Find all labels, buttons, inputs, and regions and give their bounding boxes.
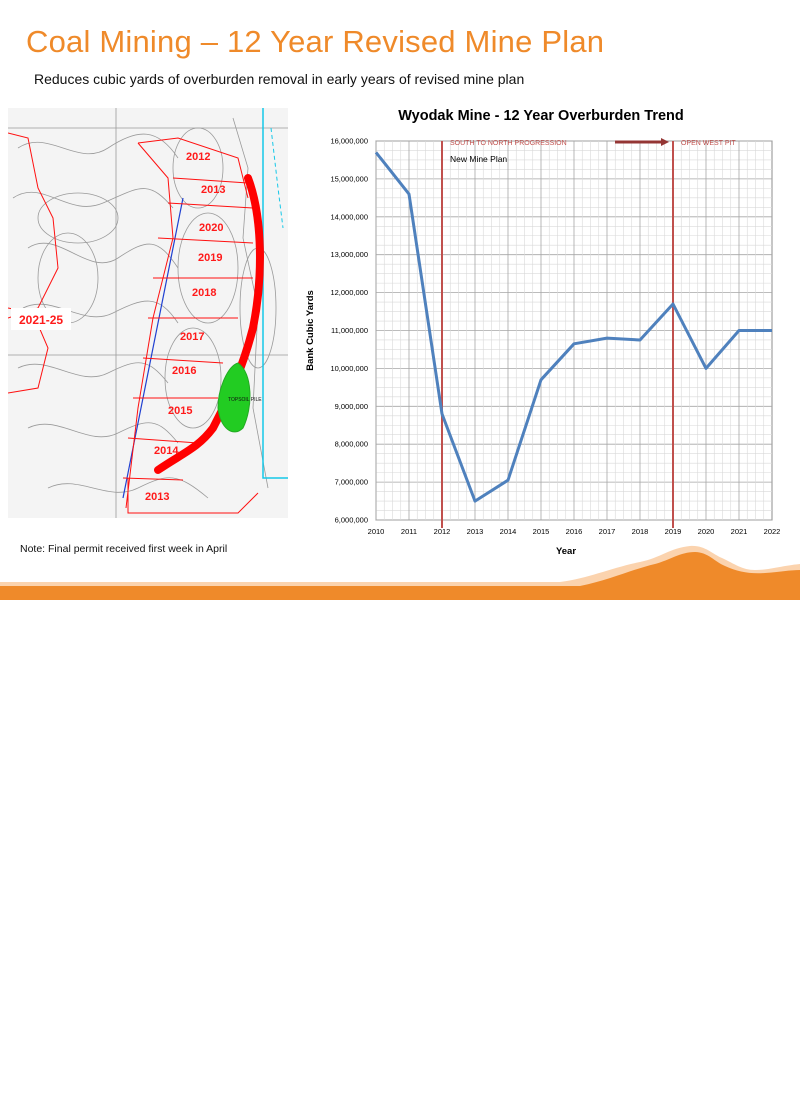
y-tick-label: 6,000,000 xyxy=(335,516,368,525)
y-axis-ticks: 6,000,000 7,000,000 8,000,000 9,000,000 10,0… xyxy=(330,137,368,525)
x-tick-label: 2019 xyxy=(665,527,682,536)
topsoil-pile-area xyxy=(217,362,251,433)
overburden-series-line xyxy=(374,151,772,503)
mine-map: 2012 2013 2020 2019 2018 2017 2016 2015 … xyxy=(8,108,288,518)
progression-annotation: SOUTH TO NORTH PROGRESSION xyxy=(450,140,567,147)
chart-grid xyxy=(375,140,773,521)
x-tick-label: 2021 xyxy=(731,527,748,536)
area-label-box xyxy=(11,308,71,330)
x-tick-label: 2022 xyxy=(764,527,781,536)
chart-svg: Wyodak Mine - 12 Year Overburden Trend 6… xyxy=(305,108,781,557)
chart-title: Wyodak Mine - 12 Year Overburden Trend xyxy=(398,108,684,124)
y-tick-label: 9,000,000 xyxy=(335,402,368,411)
map-contours xyxy=(8,108,288,518)
x-tick-label: 2014 xyxy=(500,527,517,536)
x-tick-label: 2016 xyxy=(566,527,583,536)
y-tick-label: 12,000,000 xyxy=(330,288,368,297)
area-label: 2012 xyxy=(186,151,210,163)
x-axis-ticks: 2010 2011 2012 2013 2014 2015 2016 2017 2018 2019… xyxy=(368,527,781,536)
x-tick-label: 2018 xyxy=(632,527,649,536)
page-number: 41 xyxy=(689,1104,701,1115)
x-tick-label: 2015 xyxy=(533,527,550,536)
area-label: 2014 xyxy=(154,445,179,457)
y-tick-label: 8,000,000 xyxy=(335,440,368,449)
property-boundary-line xyxy=(262,108,288,479)
y-tick-label: 11,000,000 xyxy=(331,326,368,335)
arrow-head xyxy=(661,138,669,146)
overburden-chart: Wyodak Mine - 12 Year Overburden Trend 6… xyxy=(296,100,796,570)
chart-series xyxy=(374,151,772,503)
area-label: 2013 xyxy=(201,184,225,196)
area-label: 2021-25 xyxy=(19,313,63,327)
area-label: 2017 xyxy=(180,331,204,343)
x-tick-label: 2011 xyxy=(401,527,417,536)
mine-map-drawing: 2012 2013 2020 2019 2018 2017 2016 2015 … xyxy=(8,108,288,518)
x-tick-label: 2017 xyxy=(599,527,616,536)
y-tick-label: 15,000,000 xyxy=(330,174,368,183)
x-tick-label: 2020 xyxy=(698,527,715,536)
area-label: 2015 xyxy=(168,405,192,417)
footer: 41 xyxy=(0,540,800,1115)
area-label: 2013 xyxy=(145,491,169,503)
area-label: 2019 xyxy=(198,252,222,264)
footer-mountains xyxy=(0,545,800,600)
area-label: 2020 xyxy=(199,222,223,234)
y-tick-label: 7,000,000 xyxy=(335,478,368,487)
progression-arrow xyxy=(615,138,669,146)
y-tick-label: 10,000,000 xyxy=(330,364,368,373)
topsoil-pile-label: TOPSOIL PILE xyxy=(228,397,262,403)
new-mine-plan-annotation: New Mine Plan xyxy=(450,154,507,164)
open-west-pit-annotation: OPEN WEST PIT xyxy=(681,140,736,147)
y-tick-label: 14,000,000 xyxy=(330,212,368,221)
chart-markers xyxy=(441,141,674,528)
y-axis-label: Bank Cubic Yards xyxy=(305,290,316,371)
area-label: 2016 xyxy=(172,365,196,377)
area-label: 2018 xyxy=(192,287,216,299)
y-tick-label: 16,000,000 xyxy=(330,137,368,146)
slide-subtitle: Reduces cubic yards of overburden remova… xyxy=(34,71,525,87)
permit-note: Note: Final permit received first week i… xyxy=(20,543,228,555)
drainage-line xyxy=(270,127,284,229)
x-tick-label: 2013 xyxy=(467,527,484,536)
slide-title: Coal Mining – 12 Year Revised Mine Plan xyxy=(26,24,605,59)
x-tick-label: 2010 xyxy=(368,527,385,536)
y-tick-label: 13,000,000 xyxy=(330,250,368,259)
x-tick-label: 2012 xyxy=(434,527,451,536)
x-axis-label: Year xyxy=(556,546,576,557)
